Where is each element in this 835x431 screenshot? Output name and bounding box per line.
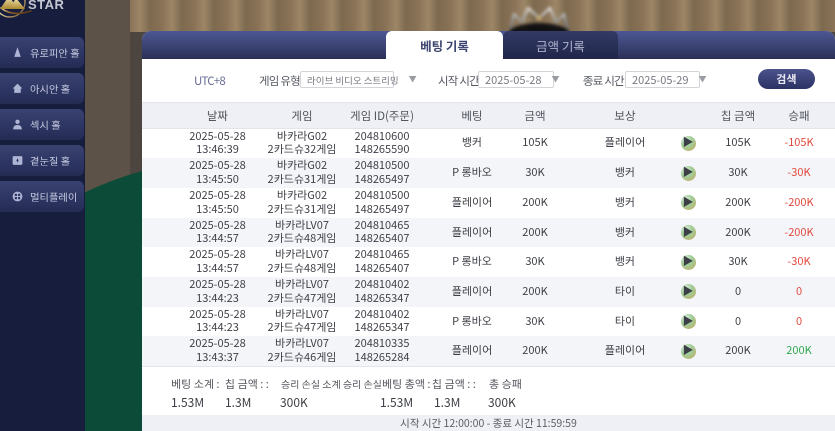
svg-text:STAR: STAR <box>28 0 65 12</box>
